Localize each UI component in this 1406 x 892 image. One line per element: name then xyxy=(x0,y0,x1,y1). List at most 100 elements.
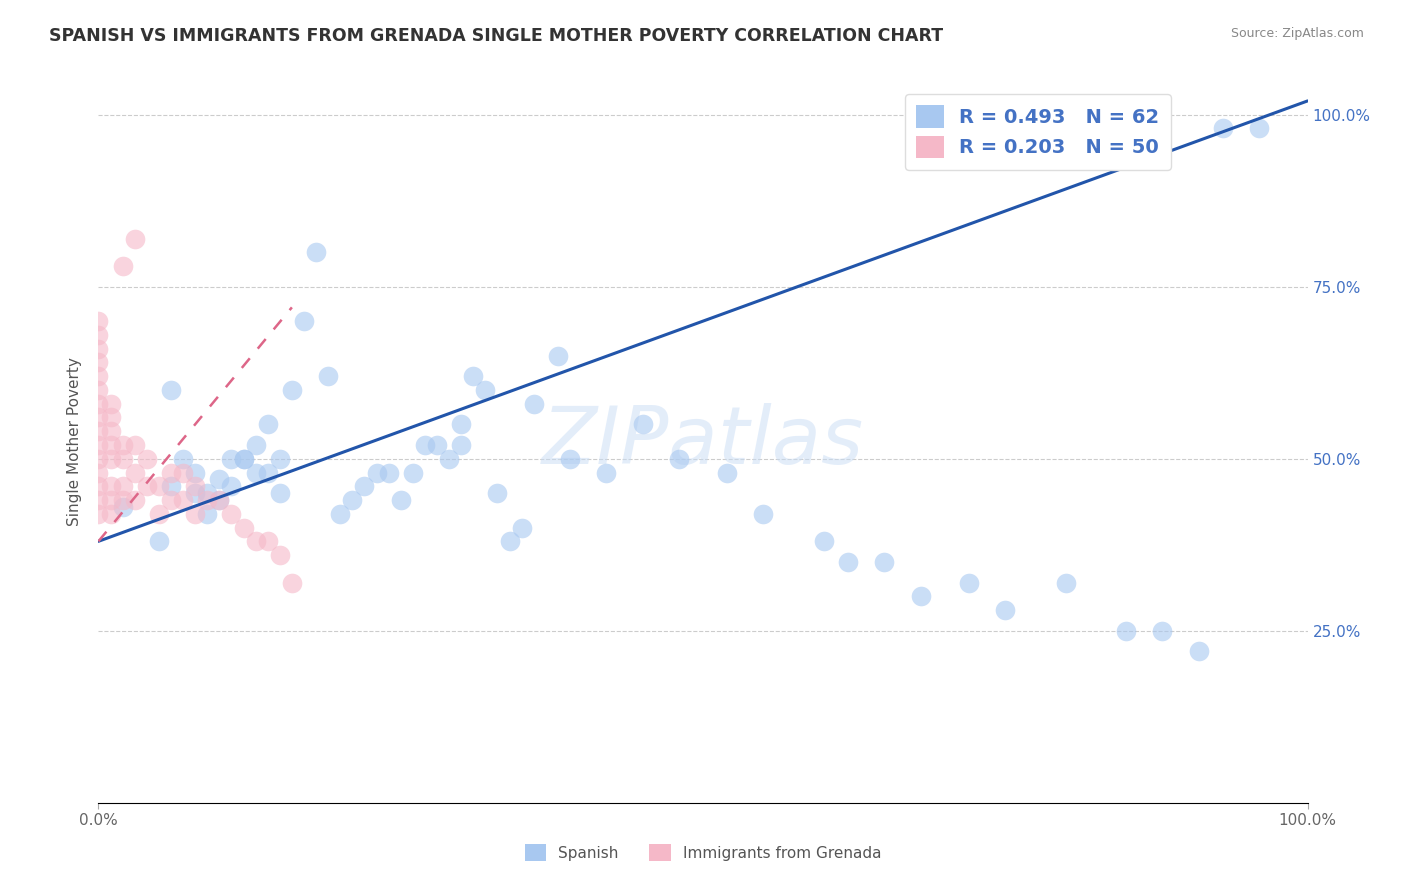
Point xyxy=(184,479,207,493)
Point xyxy=(437,451,460,466)
Point xyxy=(87,451,110,466)
Point xyxy=(716,466,738,480)
Point xyxy=(426,438,449,452)
Point xyxy=(124,466,146,480)
Point xyxy=(389,493,412,508)
Point xyxy=(957,575,980,590)
Point xyxy=(87,314,110,328)
Text: SPANISH VS IMMIGRANTS FROM GRENADA SINGLE MOTHER POVERTY CORRELATION CHART: SPANISH VS IMMIGRANTS FROM GRENADA SINGL… xyxy=(49,27,943,45)
Point xyxy=(184,486,207,500)
Point xyxy=(910,590,932,604)
Point xyxy=(172,466,194,480)
Point xyxy=(631,417,654,432)
Point xyxy=(148,507,170,521)
Point xyxy=(160,383,183,397)
Point xyxy=(510,520,533,534)
Point xyxy=(269,451,291,466)
Point xyxy=(232,451,254,466)
Point xyxy=(523,397,546,411)
Point xyxy=(305,245,328,260)
Point xyxy=(160,493,183,508)
Point xyxy=(87,466,110,480)
Point xyxy=(184,507,207,521)
Point xyxy=(87,383,110,397)
Point xyxy=(87,327,110,342)
Point xyxy=(100,397,122,411)
Point xyxy=(124,438,146,452)
Point xyxy=(221,451,243,466)
Point xyxy=(184,466,207,480)
Point xyxy=(221,479,243,493)
Point xyxy=(100,479,122,493)
Point xyxy=(111,451,134,466)
Point xyxy=(87,479,110,493)
Point xyxy=(450,417,472,432)
Point xyxy=(160,479,183,493)
Point xyxy=(124,493,146,508)
Point xyxy=(100,438,122,452)
Point xyxy=(195,493,218,508)
Point xyxy=(813,534,835,549)
Point xyxy=(450,438,472,452)
Point xyxy=(111,493,134,508)
Point xyxy=(208,493,231,508)
Point xyxy=(100,493,122,508)
Point xyxy=(994,603,1017,617)
Point xyxy=(281,575,304,590)
Point xyxy=(100,451,122,466)
Point xyxy=(668,451,690,466)
Point xyxy=(281,383,304,397)
Point xyxy=(87,369,110,384)
Point xyxy=(256,534,278,549)
Point xyxy=(135,479,157,493)
Point xyxy=(353,479,375,493)
Point xyxy=(413,438,436,452)
Point xyxy=(402,466,425,480)
Text: ZIPatlas: ZIPatlas xyxy=(541,402,865,481)
Point xyxy=(100,410,122,425)
Point xyxy=(195,507,218,521)
Point xyxy=(111,259,134,273)
Point xyxy=(87,507,110,521)
Point xyxy=(256,466,278,480)
Point xyxy=(256,417,278,432)
Point xyxy=(87,424,110,438)
Point xyxy=(208,472,231,486)
Point xyxy=(837,555,859,569)
Point xyxy=(752,507,775,521)
Point xyxy=(1249,121,1271,136)
Text: Source: ZipAtlas.com: Source: ZipAtlas.com xyxy=(1230,27,1364,40)
Point xyxy=(498,534,520,549)
Point xyxy=(172,493,194,508)
Point xyxy=(148,479,170,493)
Point xyxy=(87,342,110,356)
Point xyxy=(100,424,122,438)
Point xyxy=(595,466,617,480)
Point xyxy=(111,500,134,514)
Point xyxy=(111,438,134,452)
Point xyxy=(135,451,157,466)
Point xyxy=(269,548,291,562)
Point xyxy=(463,369,485,384)
Point xyxy=(87,493,110,508)
Point xyxy=(100,507,122,521)
Legend: Spanish, Immigrants from Grenada: Spanish, Immigrants from Grenada xyxy=(519,838,887,867)
Point xyxy=(208,493,231,508)
Point xyxy=(160,466,183,480)
Point xyxy=(342,493,364,508)
Point xyxy=(232,451,254,466)
Point xyxy=(245,438,267,452)
Point xyxy=(873,555,896,569)
Point xyxy=(245,466,267,480)
Point xyxy=(124,231,146,245)
Point xyxy=(474,383,496,397)
Point xyxy=(87,397,110,411)
Point xyxy=(547,349,569,363)
Point xyxy=(316,369,339,384)
Point xyxy=(221,507,243,521)
Point xyxy=(366,466,388,480)
Point xyxy=(1115,624,1137,638)
Point xyxy=(87,355,110,369)
Point xyxy=(1188,644,1211,658)
Point xyxy=(245,534,267,549)
